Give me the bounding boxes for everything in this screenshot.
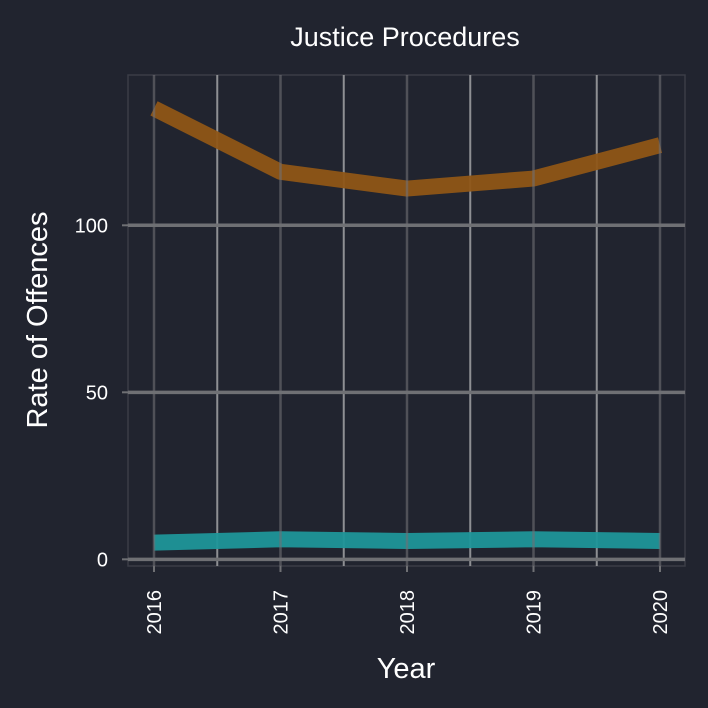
x-tick-label: 2019 bbox=[524, 590, 546, 635]
x-tick-label: 2016 bbox=[144, 590, 166, 635]
y-axis-title: Rate of Offences bbox=[22, 211, 54, 428]
plot-panel: 0 50 100 2016 2017 2018 2019 2020 bbox=[75, 74, 686, 635]
x-tick-label: 2017 bbox=[271, 590, 293, 635]
x-tick-label: 2018 bbox=[397, 590, 419, 635]
x-tick-label: 2020 bbox=[650, 590, 672, 635]
chart-title: Justice Procedures bbox=[290, 22, 520, 52]
x-axis-title: Year bbox=[377, 653, 436, 685]
y-tick-label: 50 bbox=[86, 382, 108, 404]
y-tick-label: 100 bbox=[75, 215, 108, 237]
y-tick-label: 0 bbox=[97, 549, 108, 571]
